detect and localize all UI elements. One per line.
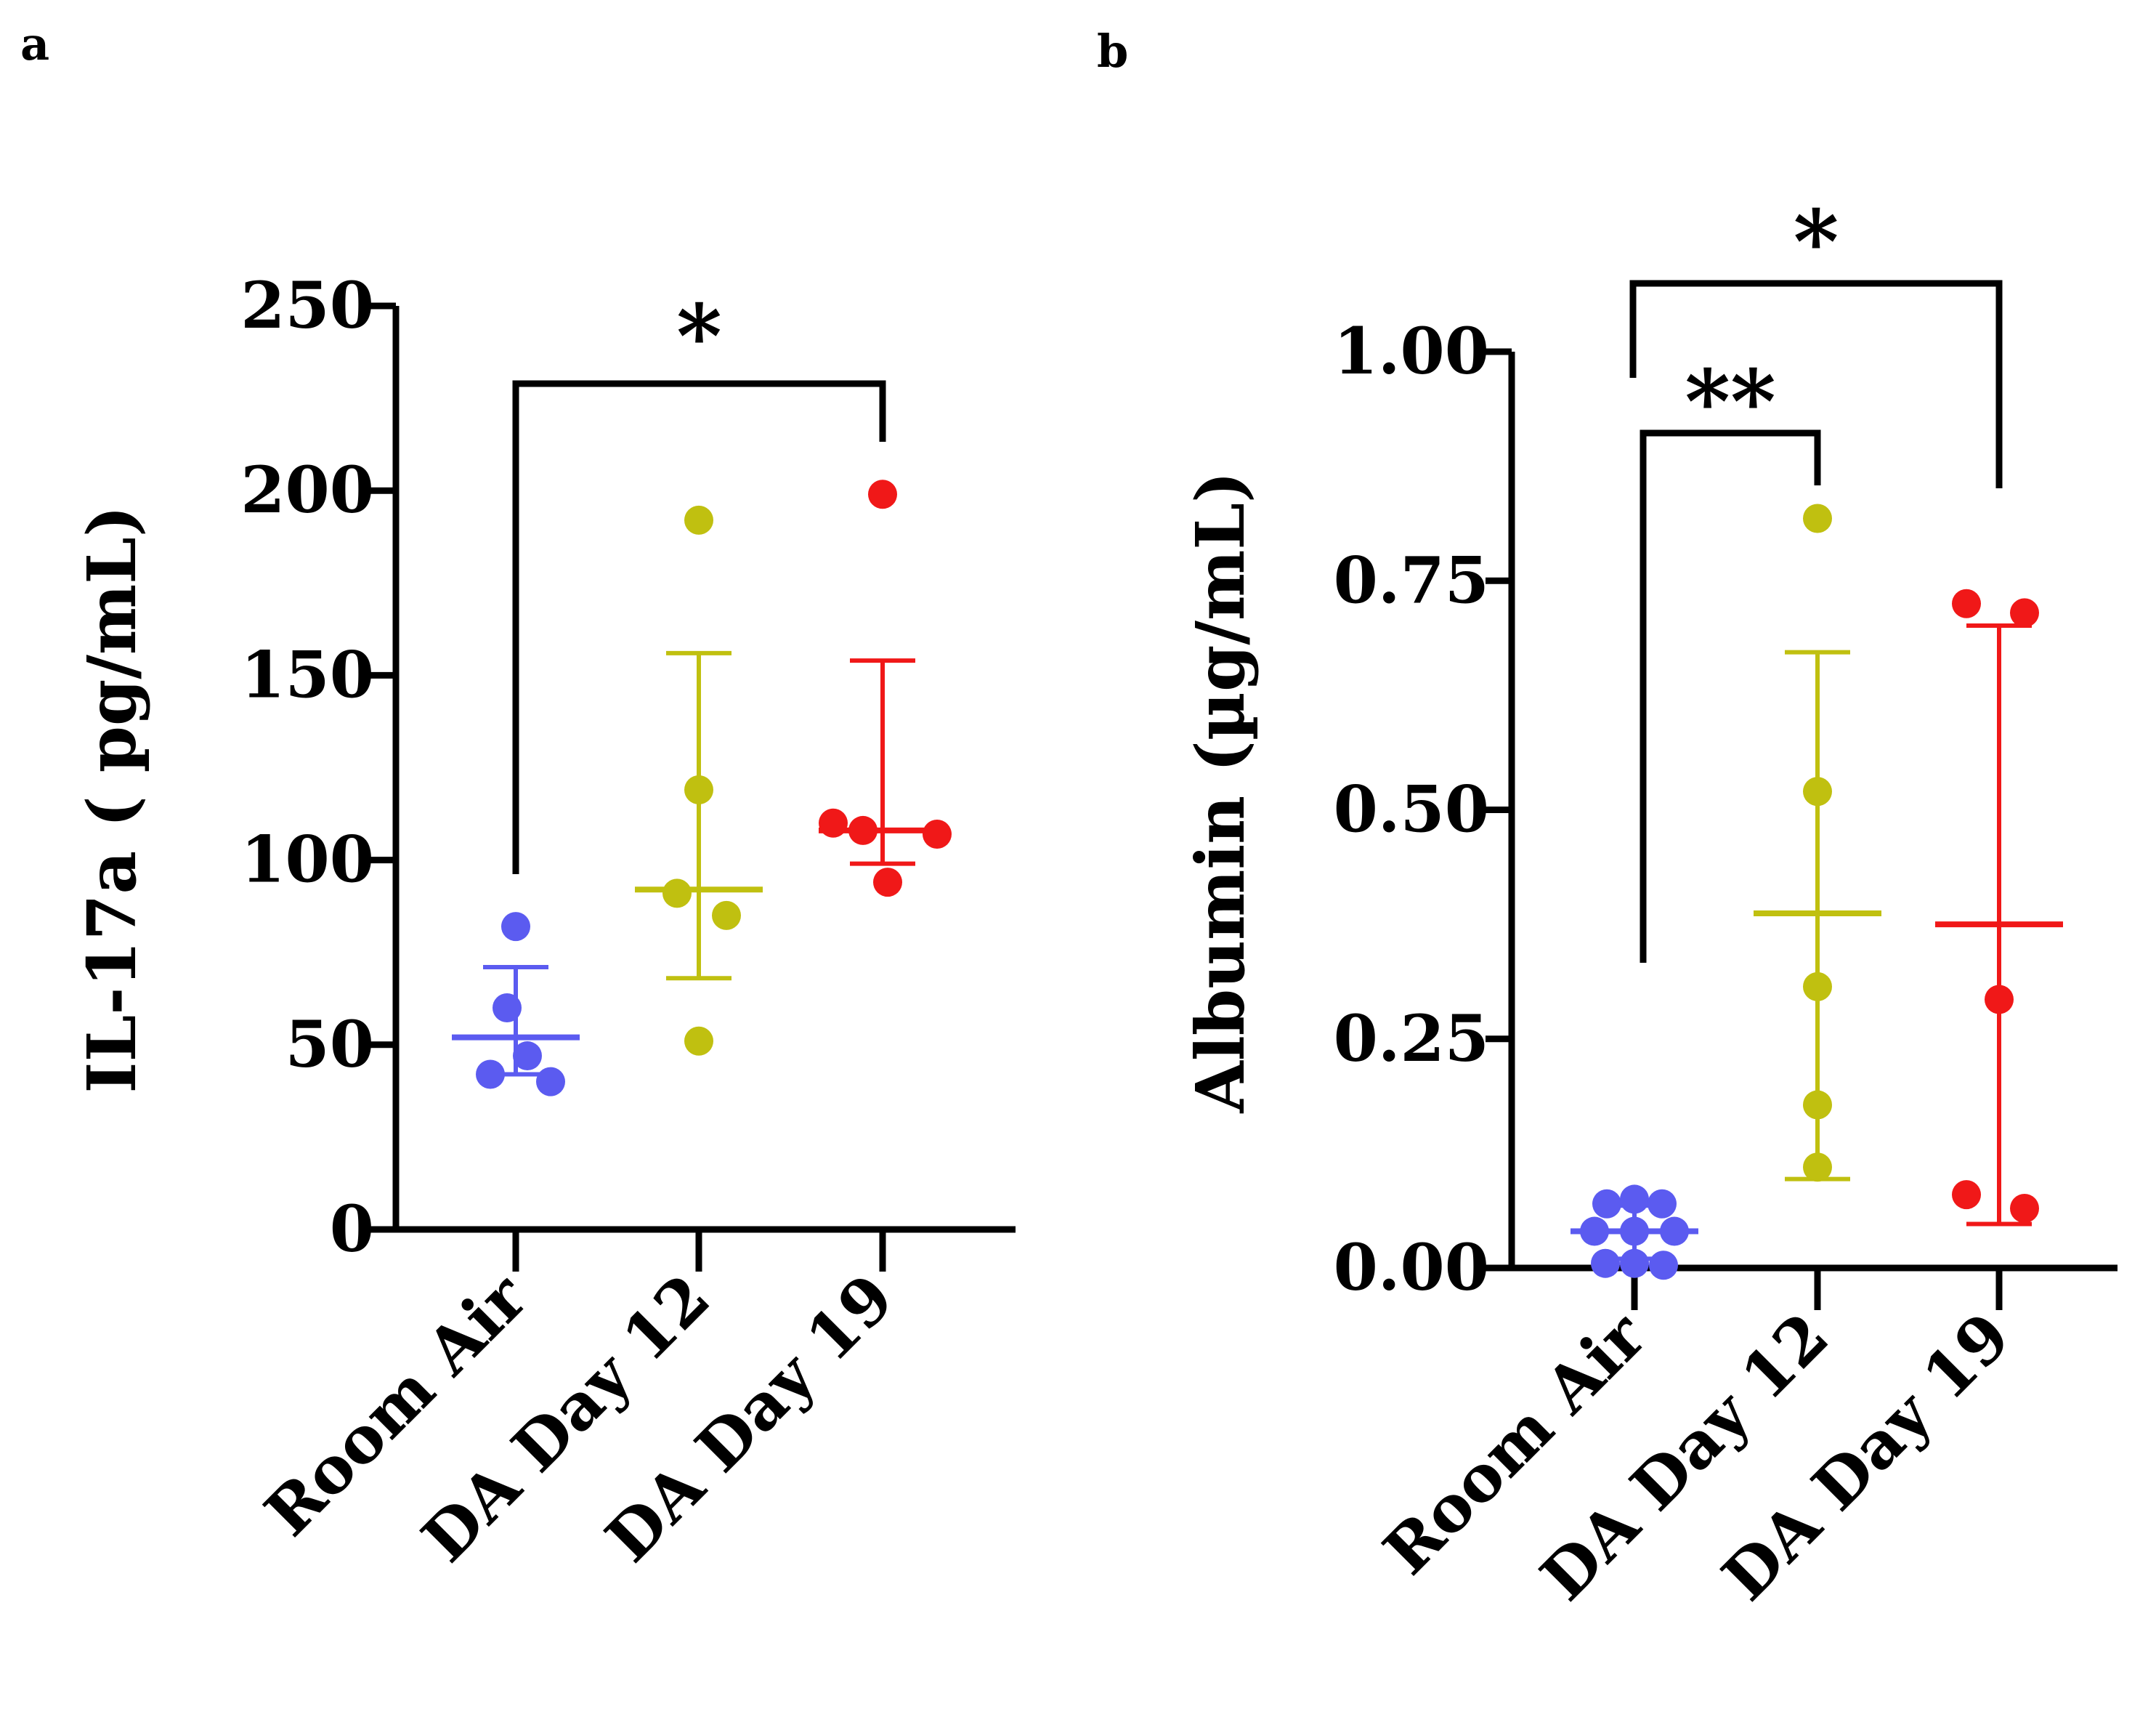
- panel-b-data-point: [1803, 1152, 1832, 1182]
- panel-b-y-tick-label: 0.00: [1334, 1229, 1489, 1305]
- panel-a-data-point: [501, 912, 530, 942]
- panel-a-data-point: [493, 993, 522, 1022]
- panel-a-significance-label: *: [676, 286, 722, 388]
- panel-b-data-point: [1803, 1090, 1832, 1120]
- panel-b-y-tick-label: 0.50: [1334, 772, 1489, 847]
- panel-b-data-point: [1660, 1216, 1689, 1246]
- panel-a-data-point: [819, 808, 848, 838]
- panel-b: b Albumin (µg/mL) 0.000.250.500.751.00Ro…: [1097, 25, 2118, 1615]
- panel-b-data-point: [1591, 1248, 1620, 1278]
- panel-b-data-point: [1952, 1180, 1981, 1210]
- panel-a-y-tick-label: 150: [240, 637, 374, 712]
- panel-b-data-point: [1985, 985, 2014, 1014]
- panel-a-data-point: [476, 1059, 505, 1089]
- panel-b-data-point: [2010, 1194, 2039, 1224]
- panel-b-significance-label: **: [1685, 351, 1776, 453]
- panel-b-significance-bracket: [1629, 280, 2003, 488]
- panel-a-data-point: [868, 480, 897, 509]
- panel-b-y-tick-label: 1.00: [1334, 313, 1489, 389]
- panel-b-data-point: [2010, 598, 2039, 628]
- panel-b-data-point: [1580, 1216, 1609, 1246]
- panel-b-y-tick-label: 0.25: [1334, 1001, 1489, 1076]
- panel-b-y-tick-label: 0.75: [1334, 542, 1489, 618]
- panel-b-data-point: [1952, 589, 1981, 618]
- panel-b-significance-label: *: [1794, 191, 1839, 294]
- panel-a-data-point: [923, 820, 952, 849]
- panel-a-data-point: [848, 815, 878, 845]
- panel-a-data-point: [684, 775, 713, 805]
- panel-b-data-point: [1803, 777, 1832, 807]
- panel-b-data-point: [1620, 1248, 1649, 1278]
- panel-b-y-axis-label: Albumin (µg/mL): [1181, 471, 1260, 1113]
- panel-a-y-tick-label: 100: [240, 822, 374, 897]
- panel-b-data-point: [1620, 1216, 1649, 1246]
- panel-a-y-tick-label: 200: [240, 452, 374, 528]
- panel-a-data-point: [712, 900, 741, 930]
- panel-b-data-point: [1803, 971, 1832, 1001]
- panel-a-data-point: [684, 1026, 713, 1056]
- panel-a-data-point: [513, 1041, 542, 1071]
- panel-a-y-tick-label: 0: [330, 1191, 374, 1267]
- panel-a-data-point: [662, 878, 692, 908]
- panel-a-y-tick-label: 50: [285, 1006, 374, 1082]
- panel-b-data-point: [1803, 504, 1832, 533]
- panel-b-label: b: [1097, 25, 1128, 78]
- panel-b-data-point: [1592, 1189, 1621, 1219]
- panel-b-data-point: [1649, 1251, 1678, 1280]
- panel-a-significance-bracket: [512, 380, 886, 874]
- panel-a-y-axis-label: IL-17a ( pg/mL): [73, 506, 151, 1094]
- panel-a-label: a: [20, 17, 49, 70]
- panel-a-data-point: [684, 505, 713, 535]
- panel-a-data-point: [536, 1067, 565, 1096]
- panel-b-data-point: [1620, 1184, 1649, 1214]
- panel-a-y-tick-label: 250: [240, 267, 374, 343]
- panel-b-significance-bracket: [1640, 429, 1821, 963]
- panel-a-data-point: [873, 868, 902, 897]
- panel-b-data-point: [1648, 1189, 1677, 1219]
